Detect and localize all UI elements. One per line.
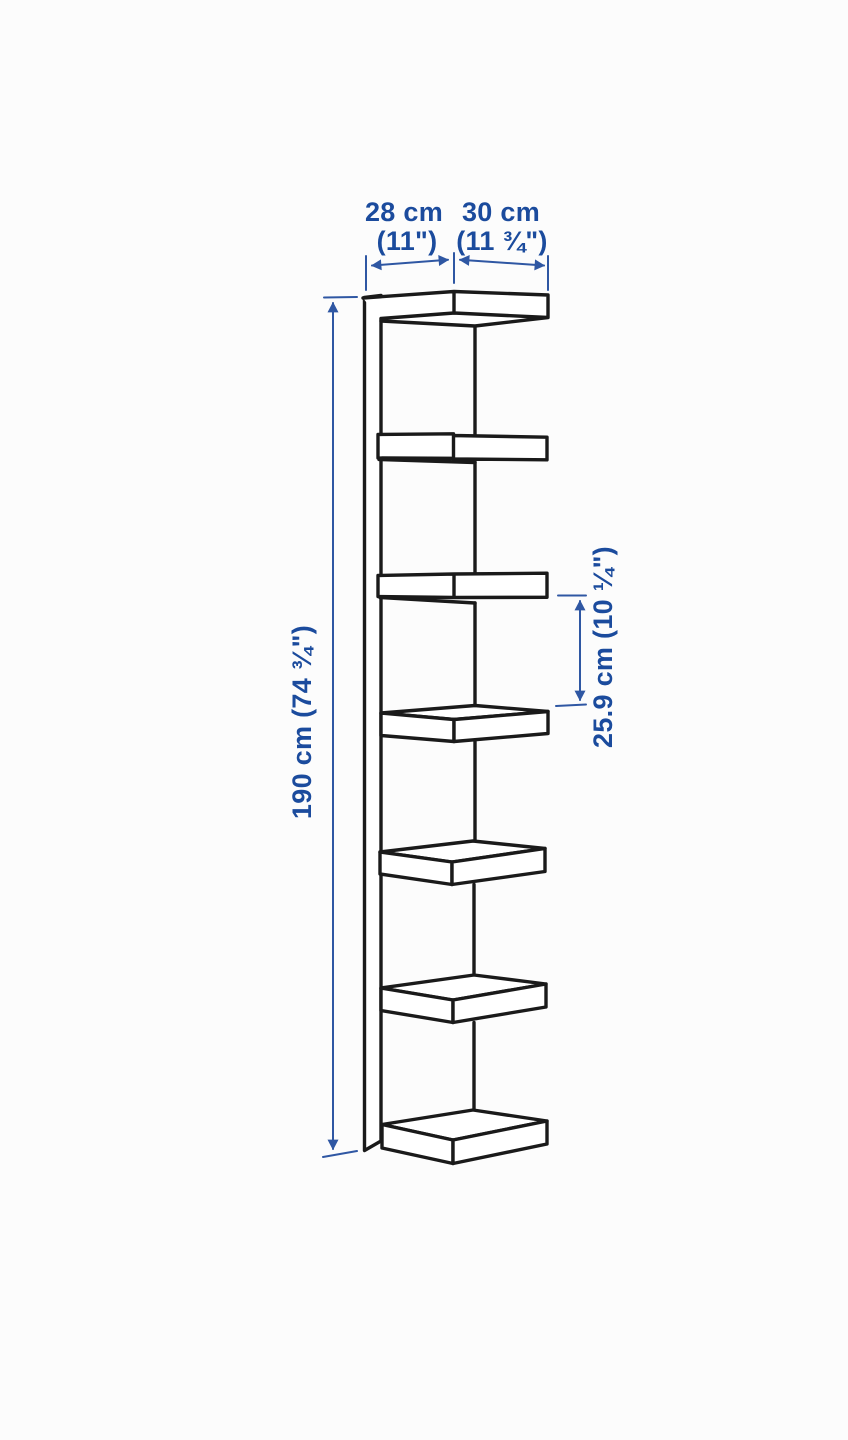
- compartment-label: 25.9 cm (10 ¼"): [588, 546, 618, 748]
- shelf-4: [379, 703, 550, 744]
- shelf-6: [379, 973, 548, 1025]
- shelf-2: [376, 432, 549, 465]
- width-label-metric: 30 cm: [462, 197, 540, 227]
- depth-label-imperial: (11"): [377, 226, 438, 256]
- height-dimension: 190 cm (74 ¾"): [287, 296, 358, 1158]
- side-wall-edges: [472, 324, 477, 1112]
- shelf-7: [380, 1108, 549, 1166]
- shelf-unit: [361, 289, 550, 1166]
- depth-dimension: 28 cm (11"): [365, 197, 455, 291]
- width-dimension: 30 cm (11 ¾"): [456, 197, 549, 291]
- height-label: 190 cm (74 ¾"): [287, 625, 317, 819]
- depth-extension-ticks: [365, 252, 455, 291]
- width-label-imperial: (11 ¾"): [456, 226, 547, 256]
- shelf-3: [376, 571, 549, 605]
- depth-arrow: [370, 255, 450, 271]
- back-panel: [362, 293, 383, 1153]
- shelf-5: [378, 839, 547, 887]
- depth-label-metric: 28 cm: [365, 197, 443, 227]
- width-arrow: [458, 254, 546, 271]
- compartment-extension-ticks: [555, 594, 587, 707]
- compartment-dimension: 25.9 cm (10 ¼"): [555, 546, 618, 748]
- height-extension-ticks: [322, 296, 358, 1158]
- shelf-1: [361, 289, 550, 328]
